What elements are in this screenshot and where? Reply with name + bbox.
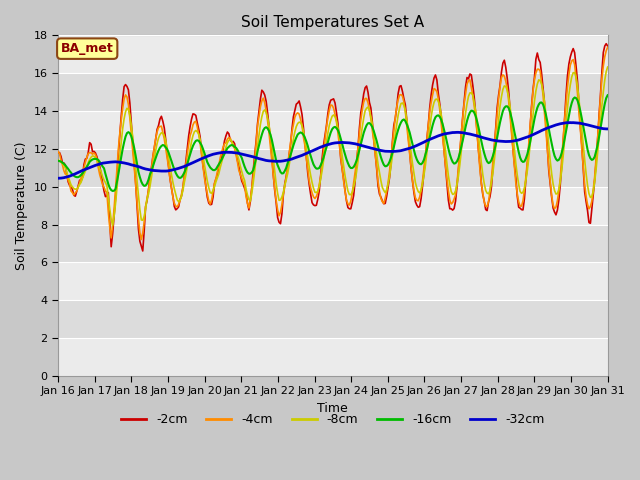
Bar [58, 36, 607, 73]
Bar [58, 300, 607, 338]
Bar [58, 225, 607, 263]
Bar [58, 111, 607, 149]
Text: BA_met: BA_met [61, 42, 113, 55]
Bar [58, 187, 607, 225]
Bar [58, 73, 607, 111]
Y-axis label: Soil Temperature (C): Soil Temperature (C) [15, 142, 28, 270]
Bar [58, 338, 607, 376]
X-axis label: Time: Time [317, 402, 348, 415]
Bar [58, 263, 607, 300]
Title: Soil Temperatures Set A: Soil Temperatures Set A [241, 15, 424, 30]
Legend: -2cm, -4cm, -8cm, -16cm, -32cm: -2cm, -4cm, -8cm, -16cm, -32cm [116, 408, 550, 431]
Bar [58, 149, 607, 187]
